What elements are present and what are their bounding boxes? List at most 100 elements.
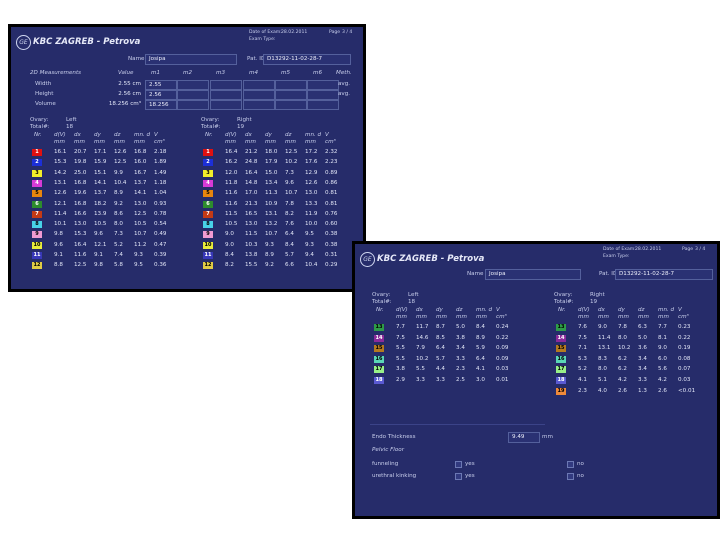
measurement-cell-m4[interactable]: [243, 80, 275, 90]
column-unit: mm: [245, 139, 256, 145]
measurement-cell-m2[interactable]: [177, 90, 209, 100]
measurement-cell-m6[interactable]: [307, 80, 339, 90]
table-cell: 5.5: [396, 355, 405, 362]
table-cell: 19.8: [74, 159, 87, 166]
table-cell: 7.1: [578, 345, 587, 352]
table-cell: 0.29: [325, 262, 338, 269]
column-header: dy: [436, 307, 443, 313]
measurement-row-label: Height: [35, 91, 54, 97]
table-cell: 0.76: [325, 210, 338, 217]
table-cell: 2.18: [154, 149, 167, 155]
column-unit: cm³: [154, 139, 165, 145]
column-unit: mm: [265, 139, 276, 145]
page-value: 3 / 4: [342, 30, 353, 35]
follicle-number-swatch: 11: [32, 252, 42, 259]
column-header: dx: [245, 132, 252, 138]
follicle-number-swatch: 12: [203, 262, 213, 270]
table-cell: 8.5: [436, 334, 445, 341]
measurement-cell-m4[interactable]: [243, 90, 275, 100]
total-value: 18: [408, 299, 416, 305]
table-cell: 8.2: [225, 262, 234, 269]
table-cell: 15.0: [265, 169, 278, 176]
pat-id-field[interactable]: D13292-11-02-28-7: [263, 54, 351, 65]
urethral-kinking-yes-checkbox[interactable]: [455, 473, 462, 480]
table-cell: 3.3: [638, 377, 647, 383]
column-header: mn. d: [134, 132, 151, 138]
table-cell: 0.38: [325, 231, 338, 238]
table-cell: 9.0: [658, 345, 667, 352]
measurements-title: 2D Measurements: [30, 70, 82, 76]
ovary-side: Left: [66, 117, 77, 123]
table-cell: 11.4: [54, 210, 67, 217]
table-cell: 10.3: [245, 241, 258, 248]
follicle-number-swatch: 16: [374, 355, 384, 363]
measurement-cell-m6[interactable]: [307, 100, 339, 110]
column-unit: mm: [618, 314, 629, 320]
table-cell: 10.7: [285, 190, 298, 197]
table-cell: 12.6: [54, 190, 67, 197]
measurement-cell-m2[interactable]: [177, 100, 209, 110]
table-cell: 10.9: [265, 200, 278, 207]
measurement-cell-m3[interactable]: [210, 80, 242, 90]
table-cell: 10.5: [225, 221, 238, 228]
measurement-cell-m2[interactable]: [177, 80, 209, 90]
measurement-cell-m3[interactable]: [210, 90, 242, 100]
table-cell: 10.2: [618, 345, 631, 352]
pat-id-field[interactable]: D13292-11-02-28-7: [615, 269, 713, 280]
follicle-number-swatch: 5: [203, 190, 213, 198]
ovary-side: Right: [237, 117, 252, 123]
ge-logo-icon: GE: [16, 35, 31, 50]
table-cell: 3.8: [456, 334, 465, 341]
name-field[interactable]: Josipa: [485, 269, 581, 280]
follicle-number-swatch: 16: [556, 355, 566, 363]
funneling-no-label: no: [577, 461, 584, 467]
table-cell: 9.9: [114, 169, 123, 176]
total-label: Total#:: [201, 124, 221, 130]
table-cell: 5.7: [285, 252, 294, 258]
table-cell: 9.0: [598, 324, 607, 330]
table-cell: 11.6: [74, 252, 87, 258]
table-cell: 8.3: [598, 355, 607, 362]
report-screen-bottom-inner: GE KBC ZAGREB - Petrova Date of Exam: 28…: [355, 244, 717, 516]
measurement-cell-m6[interactable]: [307, 90, 339, 100]
follicle-number-swatch: 5: [32, 190, 42, 198]
measurement-column-header: m3: [216, 70, 226, 76]
table-cell: 11.4: [598, 334, 611, 341]
measurement-cell-m5[interactable]: [275, 80, 307, 90]
name-field[interactable]: Josipa: [145, 54, 237, 65]
follicle-number-swatch: 13: [374, 324, 384, 331]
table-cell: 3.4: [456, 345, 465, 352]
table-cell: 11.8: [225, 179, 238, 186]
table-cell: <0.01: [678, 387, 696, 394]
column-unit: cm³: [496, 314, 507, 320]
pelvic-floor-label: Pelvic Floor: [372, 447, 405, 453]
table-cell: 7.8: [285, 200, 294, 207]
table-cell: 0.38: [325, 241, 338, 248]
ge-logo-icon: GE: [360, 252, 375, 267]
urethral-kinking-no-checkbox[interactable]: [567, 473, 574, 480]
column-header: Nr.: [376, 307, 384, 313]
table-cell: 12.1: [94, 241, 107, 248]
column-unit: mm: [598, 314, 609, 320]
funneling-no-checkbox[interactable]: [567, 461, 574, 468]
table-cell: 7.8: [618, 324, 627, 330]
table-cell: 19.6: [74, 190, 87, 197]
column-unit: mm: [54, 139, 65, 145]
funneling-yes-checkbox[interactable]: [455, 461, 462, 468]
endo-thickness-field[interactable]: 9.49: [508, 432, 540, 443]
table-cell: 2.6: [658, 387, 667, 394]
measurement-column-header: m6: [313, 70, 323, 76]
measurement-column-header: Meth.: [336, 70, 352, 76]
table-cell: 16.4: [74, 241, 87, 248]
table-cell: 16.8: [134, 149, 147, 155]
endo-thickness-value: 9.49: [512, 434, 525, 440]
measurement-cell-m5[interactable]: [275, 90, 307, 100]
pat-id-label: Pat. ID: [247, 56, 266, 62]
name-label: Name: [128, 56, 145, 62]
measurement-cell-m1[interactable]: 2.55: [145, 80, 177, 90]
measurement-cell-m1[interactable]: 2.56: [145, 90, 177, 100]
measurement-cell-m1[interactable]: 18.256: [145, 100, 177, 110]
measurement-cell-m5[interactable]: [275, 100, 307, 110]
measurement-cell-m4[interactable]: [243, 100, 275, 110]
measurement-cell-m3[interactable]: [210, 100, 242, 110]
